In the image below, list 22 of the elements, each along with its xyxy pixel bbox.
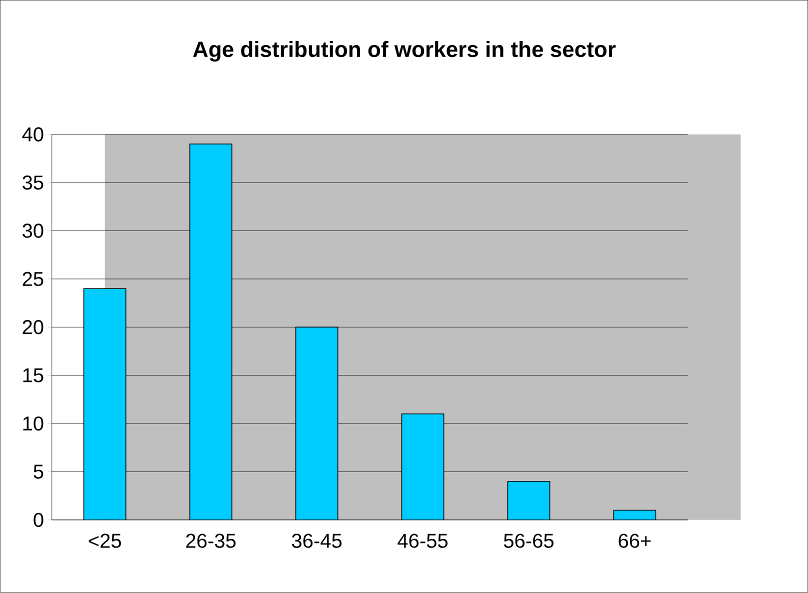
bar xyxy=(295,326,338,520)
x-tick-label: 56-65 xyxy=(504,534,554,548)
bar xyxy=(189,144,232,520)
x-tick-label: 66+ xyxy=(618,534,651,548)
y-tick-label: 35 xyxy=(22,176,44,190)
bar xyxy=(613,510,656,520)
bar xyxy=(507,481,550,520)
bar xyxy=(83,288,126,520)
x-tick-label: 26-35 xyxy=(186,534,236,548)
y-tick-label: 20 xyxy=(22,320,44,334)
x-tick-label: <25 xyxy=(88,534,121,548)
x-tick-label: 36-45 xyxy=(292,534,342,548)
x-tick-label: 46-55 xyxy=(398,534,448,548)
y-tick-label: 15 xyxy=(23,368,44,382)
y-tick-label: 5 xyxy=(34,464,44,479)
chart-title: Age distribution of workers in the sector xyxy=(193,41,616,62)
y-tick-label: 30 xyxy=(22,224,44,238)
y-tick-label: 0 xyxy=(34,512,44,528)
y-tick-label: 25 xyxy=(22,272,44,286)
bar xyxy=(401,414,444,520)
y-tick-label: 40 xyxy=(22,127,44,142)
y-tick-label: 10 xyxy=(23,416,44,431)
